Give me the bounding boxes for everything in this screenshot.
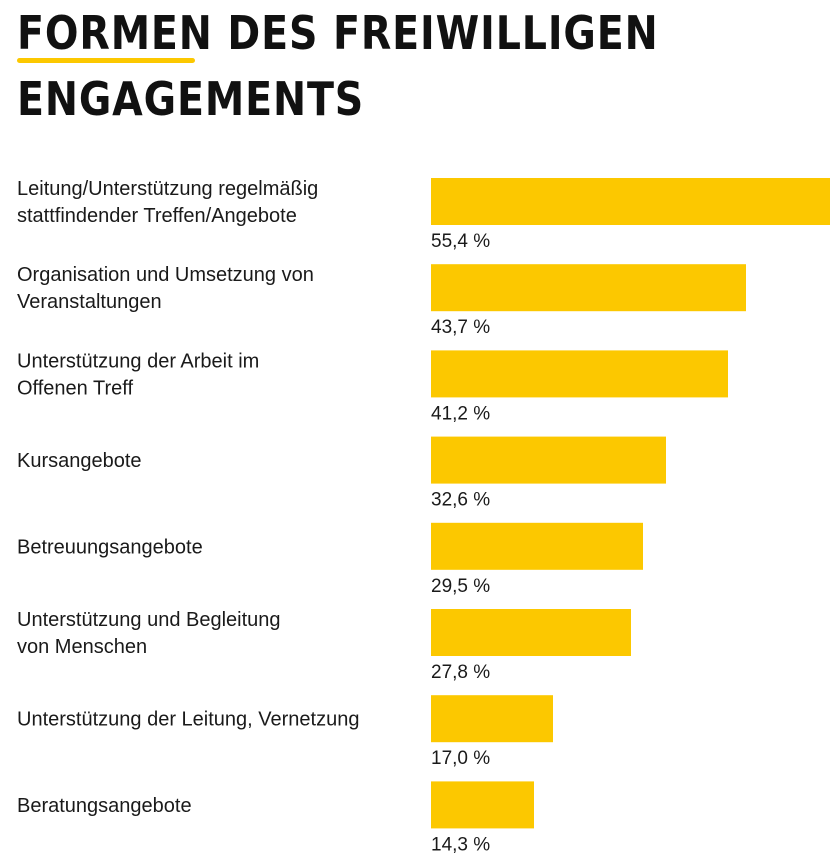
bar-3 bbox=[431, 436, 666, 484]
value-label-6: 17,0 % bbox=[431, 748, 490, 769]
category-label-7-line-0: Beratungsangebote bbox=[17, 795, 192, 817]
category-label-2-line-0: Unterstützung der Arbeit im bbox=[17, 350, 259, 372]
category-label-4-line-0: Betreuungsangebote bbox=[17, 536, 203, 558]
title-underline bbox=[17, 58, 195, 63]
category-label-2-line-1: Offenen Treff bbox=[17, 377, 133, 399]
bar-7 bbox=[431, 781, 534, 829]
bar-5 bbox=[431, 609, 631, 656]
value-label-7: 14,3 % bbox=[431, 834, 490, 855]
bar-6 bbox=[431, 695, 553, 743]
category-label-0-line-1: stattfindender Treffen/Angebote bbox=[17, 205, 297, 227]
value-label-3: 32,6 % bbox=[431, 490, 490, 511]
category-label-1-line-1: Veranstaltungen bbox=[17, 291, 162, 313]
value-label-2: 41,2 % bbox=[431, 403, 490, 424]
category-label-5-line-0: Unterstützung und Begleitung bbox=[17, 609, 281, 631]
bar-0 bbox=[431, 178, 830, 225]
title-line-2: ENGAGEMENTS bbox=[17, 72, 365, 126]
bar-4 bbox=[431, 522, 643, 570]
value-label-0: 55,4 % bbox=[431, 231, 490, 252]
bar-2 bbox=[431, 350, 728, 398]
category-label-3-line-0: Kursangebote bbox=[17, 450, 142, 472]
category-label-0-line-0: Leitung/Unterstützung regelmäßig bbox=[17, 178, 318, 200]
bar-chart: Leitung/Unterstützung regelmäßig stattfin… bbox=[17, 178, 830, 855]
category-label-1-line-0: Organisation und Umsetzung von bbox=[17, 264, 314, 286]
value-label-4: 29,5 % bbox=[431, 576, 490, 597]
category-label-6-line-0: Unterstützung der Leitung, Vernetzung bbox=[17, 709, 359, 731]
category-label-5-line-1: von Menschen bbox=[17, 636, 147, 658]
title-line-1: FORMEN DES FREIWILLIGEN bbox=[17, 6, 659, 60]
chart-title: FORMEN DES FREIWILLIGEN ENGAGEMENTS bbox=[17, 0, 763, 132]
bar-1 bbox=[431, 264, 746, 312]
value-label-1: 43,7 % bbox=[431, 317, 490, 338]
value-label-5: 27,8 % bbox=[431, 662, 490, 683]
